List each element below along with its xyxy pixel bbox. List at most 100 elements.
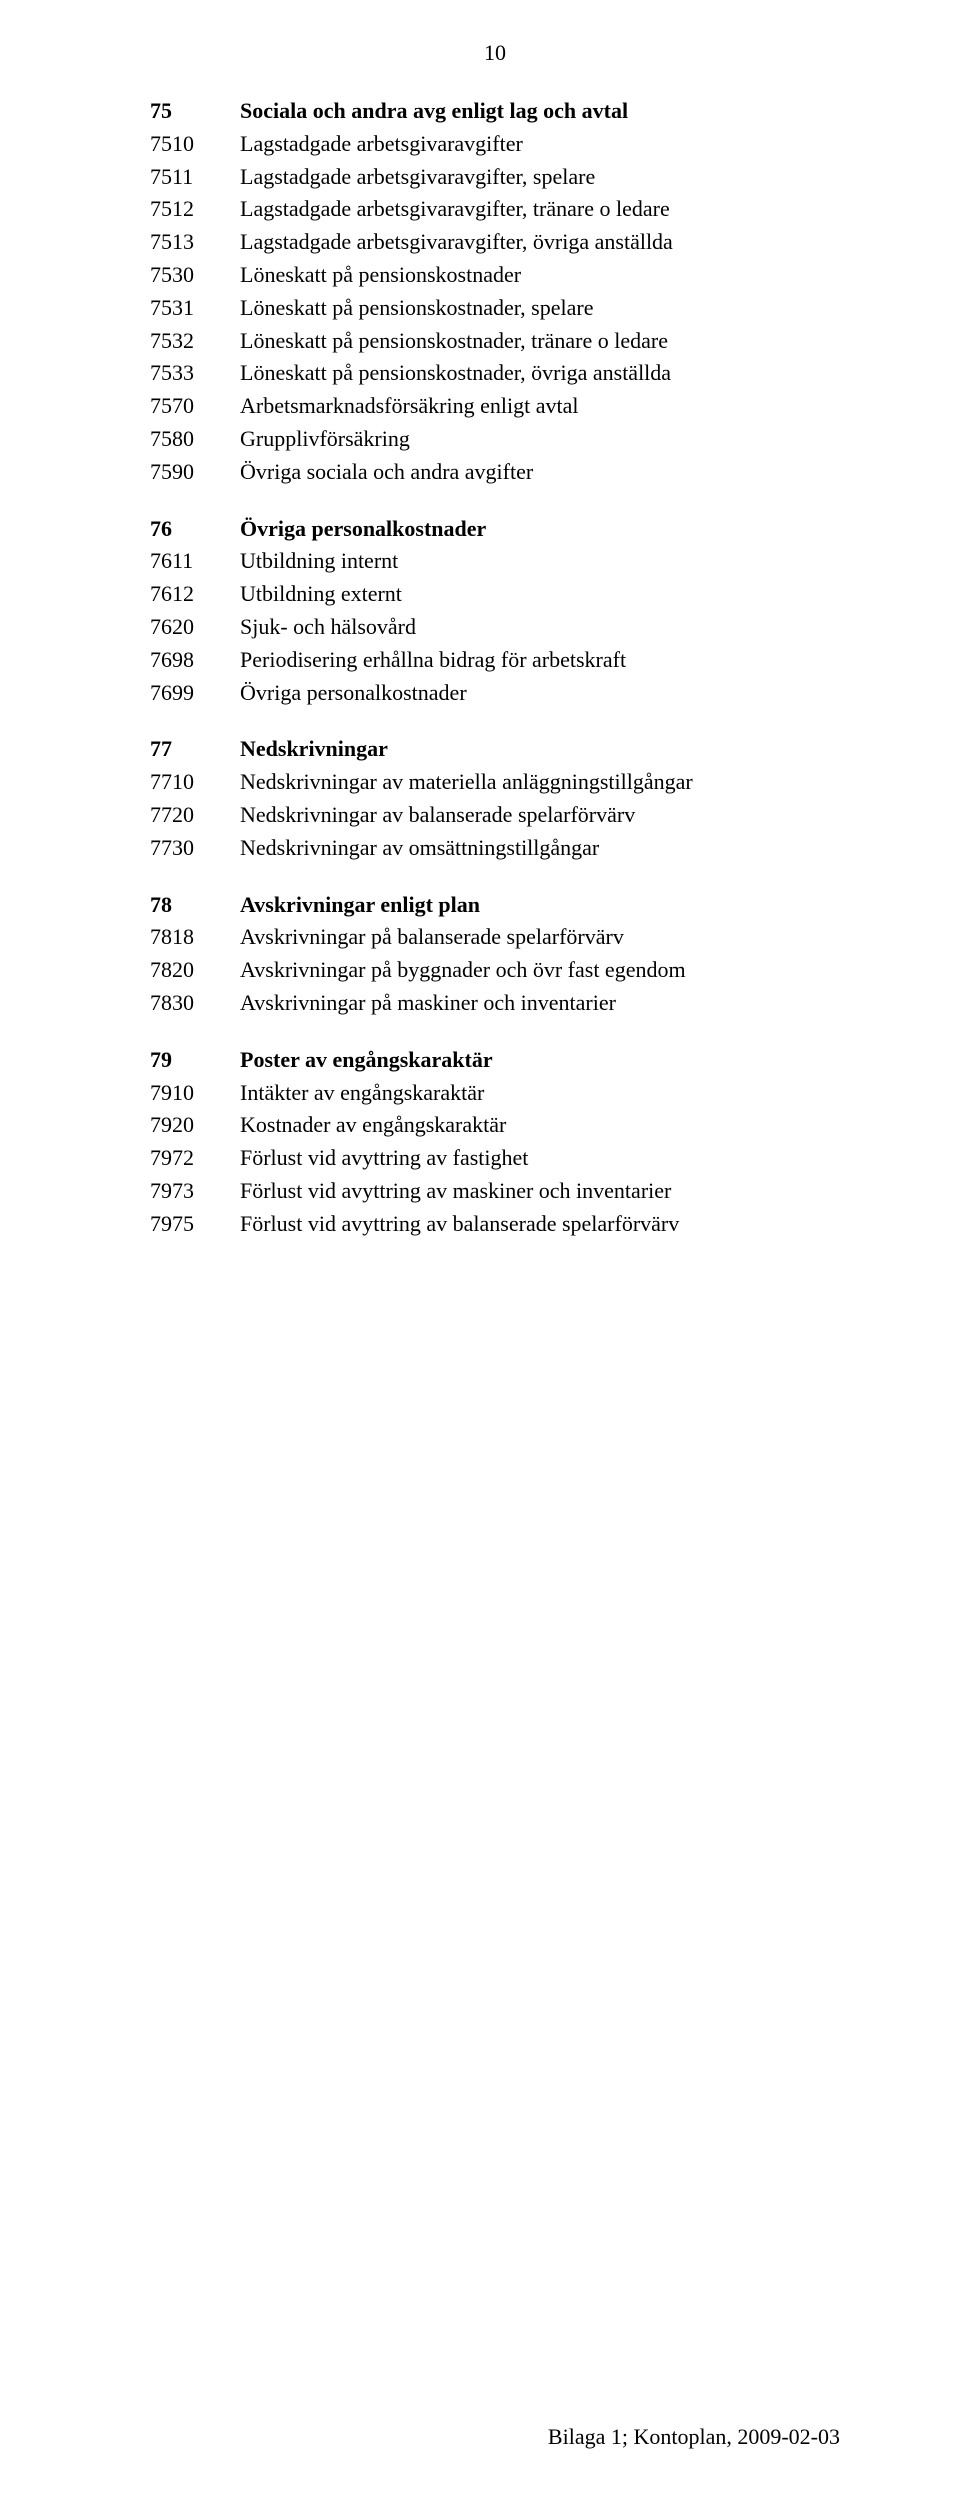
section-title: Sociala och andra avg enligt lag och avt… <box>240 96 840 127</box>
account-code: 7580 <box>150 424 240 455</box>
section-title: Övriga personalkostnader <box>240 514 840 545</box>
account-description: Förlust vid avyttring av maskiner och in… <box>240 1176 840 1207</box>
account-code: 7698 <box>150 645 240 676</box>
section-heading: 77Nedskrivningar <box>150 734 840 765</box>
account-row: 7820Avskrivningar på byggnader och övr f… <box>150 955 840 986</box>
account-description: Avskrivningar på maskiner och inventarie… <box>240 988 840 1019</box>
account-code: 7920 <box>150 1110 240 1141</box>
account-description: Löneskatt på pensionskostnader <box>240 260 840 291</box>
account-description: Kostnader av engångskaraktär <box>240 1110 840 1141</box>
account-code: 7730 <box>150 833 240 864</box>
account-row: 7920Kostnader av engångskaraktär <box>150 1110 840 1141</box>
section-heading: 75Sociala och andra avg enligt lag och a… <box>150 96 840 127</box>
account-row: 7513Lagstadgade arbetsgivaravgifter, övr… <box>150 227 840 258</box>
section-heading: 78Avskrivningar enligt plan <box>150 890 840 921</box>
account-description: Övriga personalkostnader <box>240 678 840 709</box>
section-title: Nedskrivningar <box>240 734 840 765</box>
account-row: 7531Löneskatt på pensionskostnader, spel… <box>150 293 840 324</box>
section-heading: 79Poster av engångskaraktär <box>150 1045 840 1076</box>
account-code: 7973 <box>150 1176 240 1207</box>
section-code: 79 <box>150 1045 240 1076</box>
account-row: 7973Förlust vid avyttring av maskiner oc… <box>150 1176 840 1207</box>
account-row: 7570Arbetsmarknadsförsäkring enligt avta… <box>150 391 840 422</box>
account-row: 7818Avskrivningar på balanserade spelarf… <box>150 922 840 953</box>
account-code: 7570 <box>150 391 240 422</box>
account-row: 7730Nedskrivningar av omsättningstillgån… <box>150 833 840 864</box>
account-row: 7510Lagstadgade arbetsgivaravgifter <box>150 129 840 160</box>
account-row: 7975Förlust vid avyttring av balanserade… <box>150 1209 840 1240</box>
account-description: Utbildning internt <box>240 546 840 577</box>
account-code: 7531 <box>150 293 240 324</box>
section-heading: 76Övriga personalkostnader <box>150 514 840 545</box>
account-row: 7511Lagstadgade arbetsgivaravgifter, spe… <box>150 162 840 193</box>
document-page: 10 75Sociala och andra avg enligt lag oc… <box>0 0 960 2510</box>
account-description: Intäkter av engångskaraktär <box>240 1078 840 1109</box>
section-code: 77 <box>150 734 240 765</box>
account-description: Lagstadgade arbetsgivaravgifter, spelare <box>240 162 840 193</box>
section-gap <box>150 710 840 734</box>
account-code: 7611 <box>150 546 240 577</box>
account-code: 7513 <box>150 227 240 258</box>
account-description: Arbetsmarknadsförsäkring enligt avtal <box>240 391 840 422</box>
account-code: 7612 <box>150 579 240 610</box>
account-description: Förlust vid avyttring av fastighet <box>240 1143 840 1174</box>
account-code: 7530 <box>150 260 240 291</box>
account-description: Förlust vid avyttring av balanserade spe… <box>240 1209 840 1240</box>
account-code: 7972 <box>150 1143 240 1174</box>
account-row: 7620Sjuk- och hälsovård <box>150 612 840 643</box>
account-row: 7532Löneskatt på pensionskostnader, trän… <box>150 326 840 357</box>
account-description: Övriga sociala och andra avgifter <box>240 457 840 488</box>
account-row: 7720Nedskrivningar av balanserade spelar… <box>150 800 840 831</box>
account-code: 7818 <box>150 922 240 953</box>
account-row: 7590Övriga sociala och andra avgifter <box>150 457 840 488</box>
account-code: 7620 <box>150 612 240 643</box>
account-description: Löneskatt på pensionskostnader, tränare … <box>240 326 840 357</box>
account-row: 7710Nedskrivningar av materiella anläggn… <box>150 767 840 798</box>
account-row: 7612Utbildning externt <box>150 579 840 610</box>
account-row: 7830Avskrivningar på maskiner och invent… <box>150 988 840 1019</box>
account-row: 7611Utbildning internt <box>150 546 840 577</box>
account-code: 7511 <box>150 162 240 193</box>
section-title: Avskrivningar enligt plan <box>240 890 840 921</box>
account-description: Sjuk- och hälsovård <box>240 612 840 643</box>
account-row: 7580Grupplivförsäkring <box>150 424 840 455</box>
account-description: Lagstadgade arbetsgivaravgifter <box>240 129 840 160</box>
account-row: 7699Övriga personalkostnader <box>150 678 840 709</box>
section-gap <box>150 1242 840 1266</box>
section-gap <box>150 1021 840 1045</box>
account-row: 7530Löneskatt på pensionskostnader <box>150 260 840 291</box>
account-row: 7972Förlust vid avyttring av fastighet <box>150 1143 840 1174</box>
account-code: 7720 <box>150 800 240 831</box>
section-code: 75 <box>150 96 240 127</box>
account-description: Nedskrivningar av balanserade spelarförv… <box>240 800 840 831</box>
account-row: 7910Intäkter av engångskaraktär <box>150 1078 840 1109</box>
page-number: 10 <box>150 40 840 66</box>
account-code: 7512 <box>150 194 240 225</box>
account-row: 7512Lagstadgade arbetsgivaravgifter, trä… <box>150 194 840 225</box>
account-code: 7910 <box>150 1078 240 1109</box>
account-description: Periodisering erhållna bidrag för arbets… <box>240 645 840 676</box>
account-code: 7510 <box>150 129 240 160</box>
section-code: 76 <box>150 514 240 545</box>
account-description: Utbildning externt <box>240 579 840 610</box>
account-description: Nedskrivningar av omsättningstillgångar <box>240 833 840 864</box>
section-gap <box>150 866 840 890</box>
account-description: Avskrivningar på balanserade spelarförvä… <box>240 922 840 953</box>
section-code: 78 <box>150 890 240 921</box>
account-description: Lagstadgade arbetsgivaravgifter, tränare… <box>240 194 840 225</box>
account-code: 7532 <box>150 326 240 357</box>
footer-text: Bilaga 1; Kontoplan, 2009-02-03 <box>548 2424 840 2450</box>
account-row: 7533Löneskatt på pensionskostnader, övri… <box>150 358 840 389</box>
account-description: Lagstadgade arbetsgivaravgifter, övriga … <box>240 227 840 258</box>
account-description: Löneskatt på pensionskostnader, övriga a… <box>240 358 840 389</box>
account-description: Grupplivförsäkring <box>240 424 840 455</box>
account-code: 7820 <box>150 955 240 986</box>
account-code: 7830 <box>150 988 240 1019</box>
account-code: 7975 <box>150 1209 240 1240</box>
account-description: Avskrivningar på byggnader och övr fast … <box>240 955 840 986</box>
account-description: Löneskatt på pensionskostnader, spelare <box>240 293 840 324</box>
account-code: 7699 <box>150 678 240 709</box>
section-gap <box>150 490 840 514</box>
content-body: 75Sociala och andra avg enligt lag och a… <box>150 96 840 1266</box>
account-code: 7710 <box>150 767 240 798</box>
